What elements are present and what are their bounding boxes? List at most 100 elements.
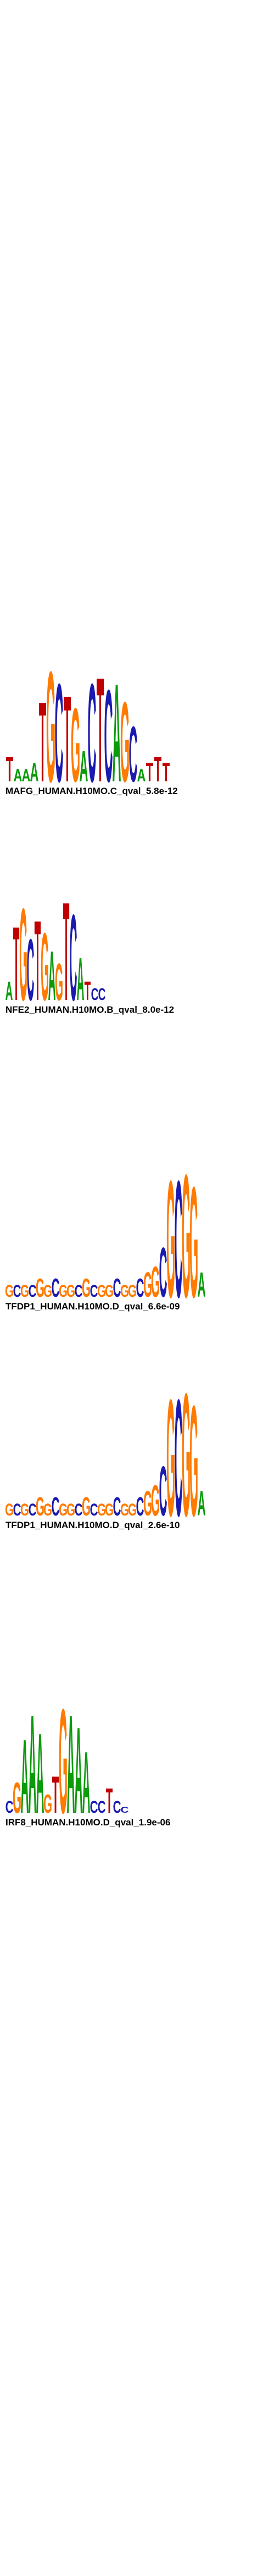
sequence-logo: T A A A T GC T GA C T C AGC A T T TMAFG_HUMAN.H10MO.C_q…: [5, 639, 178, 815]
logo-letter: A: [67, 1686, 75, 1843]
logo-letter: G: [120, 679, 130, 806]
logo-letter: A: [22, 765, 31, 785]
logo-letter: C: [52, 1492, 60, 1521]
logo-letter: G: [120, 1500, 129, 1519]
logo-letter: G: [182, 1138, 191, 1334]
logo-letter: C: [90, 1500, 98, 1519]
logo-label: NFE2_HUMAN.H10MO.B_qval_8.0e-12: [5, 1004, 174, 1015]
logo-letter: G: [5, 1281, 14, 1301]
logo-letter: C: [159, 1234, 167, 1312]
logo-letter: T: [64, 670, 71, 808]
logo-letter: G: [97, 1281, 106, 1301]
logo-letter: G: [19, 881, 27, 1029]
logo-letter: C: [55, 655, 64, 812]
logo-letter: A: [75, 1701, 83, 1839]
logo-letter: A: [137, 765, 146, 785]
sequence-logo: GCGCGGCGGCGCGGCGGCGGCGCGGATFDP1_HUMAN.H1…: [5, 1357, 205, 1553]
logo-letter: C: [98, 1797, 106, 1817]
logo-letter: C: [136, 1492, 144, 1521]
logo-letter: G: [128, 1500, 137, 1519]
logo-letter: G: [59, 1500, 68, 1519]
logo-letter: G: [66, 1281, 75, 1301]
logo-letter: A: [5, 976, 13, 1006]
logo-letter: C: [98, 984, 106, 1004]
logo-letter: C: [5, 1797, 14, 1817]
logo-letter: C: [175, 1146, 183, 1333]
logo-letter: G: [151, 1476, 160, 1525]
logo-letter: A: [21, 1718, 29, 1835]
logo-letter: G: [120, 1281, 129, 1301]
logo-letter: G: [71, 686, 80, 804]
logo-letter: T: [154, 751, 161, 790]
logo-letter: C: [13, 1281, 21, 1301]
logo-letter: A: [198, 1265, 206, 1304]
logo-letter: A: [36, 1710, 44, 1837]
logo-letter: G: [82, 1492, 91, 1521]
logo-letter: C: [121, 1805, 129, 1814]
logo-letter: G: [20, 1500, 29, 1519]
logo-letter: A: [30, 757, 39, 787]
logo-letter: G: [189, 1154, 198, 1331]
logo-letter: G: [13, 1774, 21, 1823]
logo-letter: C: [75, 1500, 83, 1519]
logo-letter: C: [27, 921, 35, 1019]
logo-letter: C: [70, 889, 77, 1026]
logo-letter: C: [52, 1273, 60, 1302]
logo-letter: G: [20, 1281, 29, 1301]
logo-letter: A: [80, 742, 88, 791]
logo-letter: G: [46, 639, 55, 815]
logo-letter: C: [113, 1273, 121, 1302]
logo-letter: G: [143, 1484, 152, 1523]
logo-letter: G: [66, 1500, 75, 1519]
logo-label: TFDP1_HUMAN.H10MO.D_qval_2.6e-10: [5, 1520, 180, 1530]
logo-letter: C: [129, 710, 138, 798]
logo-letter: G: [41, 914, 49, 1021]
sequence-logo: GCGCGGCGGCGCGGCGGCGGCGCGGATFDP1_HUMAN.H1…: [5, 1138, 205, 1334]
logo-letter: G: [55, 952, 63, 1012]
logo-letter: C: [88, 655, 97, 812]
logo-letter: A: [77, 944, 85, 1013]
logo-letter: C: [75, 1281, 83, 1301]
logo-letter: T: [97, 647, 104, 813]
logo-letter: G: [59, 1281, 68, 1301]
logo-letter: G: [82, 1273, 91, 1302]
logo-letter: C: [29, 1281, 37, 1301]
logo-letter: A: [198, 1484, 206, 1523]
logo-label: TFDP1_HUMAN.H10MO.D_qval_6.6e-09: [5, 1301, 180, 1312]
logo-letter: G: [143, 1265, 152, 1304]
logo-letter: T: [6, 751, 13, 790]
logo-letter: T: [163, 757, 170, 787]
logo-letter: G: [43, 1500, 52, 1519]
logo-letter: A: [29, 1686, 37, 1843]
logo-letter: G: [189, 1373, 198, 1550]
logo-letter: A: [48, 937, 56, 1015]
logo-letter: C: [90, 1797, 98, 1817]
logo-letter: T: [146, 757, 154, 787]
logo-letter: A: [14, 765, 23, 785]
logo-letter: G: [105, 1500, 114, 1519]
logo-letter: A: [82, 1734, 91, 1832]
logo-letter: T: [106, 1781, 113, 1820]
logo-letter: T: [63, 874, 70, 1030]
logo-letter: T: [52, 1765, 59, 1824]
logo-letter: G: [151, 1258, 160, 1307]
logo-letter: C: [91, 984, 99, 1004]
logo-letter: G: [36, 1273, 44, 1302]
logo-letter: C: [136, 1273, 144, 1302]
logo-letter: G: [128, 1281, 137, 1301]
logo-letter: G: [166, 1146, 175, 1333]
logo-letter: G: [97, 1500, 106, 1519]
logo-letter: C: [175, 1364, 183, 1551]
logo-letter: C: [113, 1797, 121, 1817]
logo-letter: G: [43, 1281, 52, 1301]
logo-letter: G: [182, 1357, 191, 1553]
sequence-logo: A T GC T GAG T C A T C CNFE2_HUMAN.H10MO.B_qval_8.…: [5, 874, 174, 1030]
logo-letter: G: [166, 1364, 175, 1551]
logo-letter: T: [85, 976, 91, 1006]
logo-letter: G: [43, 1789, 52, 1818]
sequence-logo: CGA A AG T GA A A C C T C CIRF8_HUMAN.H10MO.D_qval_…: [5, 1678, 171, 1845]
logo-letter: G: [36, 1492, 44, 1521]
logo-letter: T: [13, 905, 20, 1023]
logo-letter: C: [29, 1500, 37, 1519]
